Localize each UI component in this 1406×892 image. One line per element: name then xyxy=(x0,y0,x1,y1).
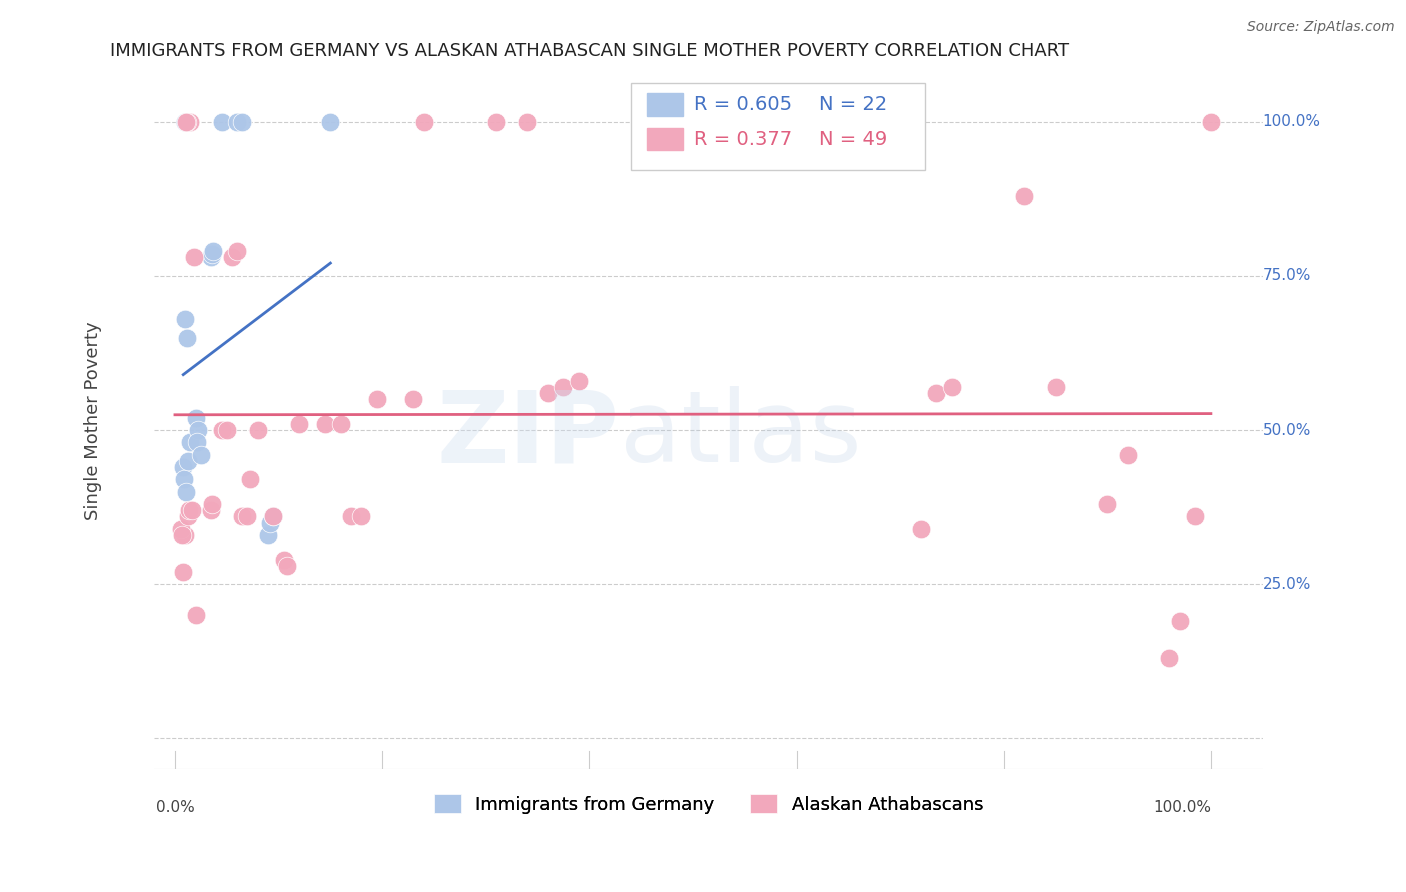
Point xyxy=(340,509,363,524)
Text: ZIP: ZIP xyxy=(437,386,620,483)
Point xyxy=(329,417,352,431)
Point xyxy=(176,330,198,344)
Point xyxy=(190,448,212,462)
FancyBboxPatch shape xyxy=(648,128,683,151)
Text: R = 0.605: R = 0.605 xyxy=(695,95,792,114)
Point xyxy=(1199,114,1222,128)
Point xyxy=(276,558,298,573)
Point xyxy=(412,114,434,128)
Point xyxy=(221,251,243,265)
Point xyxy=(1184,509,1206,524)
Point xyxy=(172,565,194,579)
Point xyxy=(568,374,591,388)
Point xyxy=(1159,651,1181,665)
Legend: Immigrants from Germany, Alaskan Athabascans: Immigrants from Germany, Alaskan Athabas… xyxy=(425,786,993,822)
Point xyxy=(177,509,200,524)
Point xyxy=(273,552,295,566)
Point xyxy=(179,503,201,517)
Text: N = 22: N = 22 xyxy=(820,95,887,114)
Point xyxy=(184,410,207,425)
Point xyxy=(186,435,208,450)
Point xyxy=(910,522,932,536)
Point xyxy=(236,509,259,524)
Text: atlas: atlas xyxy=(620,386,862,483)
Point xyxy=(226,114,249,128)
Point xyxy=(179,114,201,128)
Point xyxy=(172,460,194,475)
Point xyxy=(179,435,201,450)
Point xyxy=(180,503,202,517)
Point xyxy=(1116,448,1139,462)
Point xyxy=(350,509,373,524)
Text: Single Mother Poverty: Single Mother Poverty xyxy=(84,321,103,520)
Point xyxy=(172,528,194,542)
Point xyxy=(215,423,238,437)
Text: R = 0.377: R = 0.377 xyxy=(695,130,792,149)
Point xyxy=(226,244,249,259)
Point xyxy=(246,423,269,437)
Text: 100.0%: 100.0% xyxy=(1263,114,1320,129)
Text: 50.0%: 50.0% xyxy=(1263,423,1310,438)
Point xyxy=(262,509,284,524)
Point xyxy=(537,386,560,401)
Point xyxy=(485,114,508,128)
Point xyxy=(183,251,205,265)
Point xyxy=(176,484,198,499)
Text: 0.0%: 0.0% xyxy=(156,800,194,815)
Text: Source: ZipAtlas.com: Source: ZipAtlas.com xyxy=(1247,20,1395,34)
Point xyxy=(516,114,538,128)
Point xyxy=(211,114,233,128)
Point xyxy=(173,472,195,486)
Text: N = 49: N = 49 xyxy=(820,130,887,149)
Point xyxy=(319,114,342,128)
Point xyxy=(211,423,233,437)
Point xyxy=(941,380,963,394)
Point xyxy=(201,497,224,511)
Point xyxy=(259,516,281,530)
Point xyxy=(231,114,253,128)
Point xyxy=(1097,497,1119,511)
Point xyxy=(200,503,222,517)
Point xyxy=(366,392,388,407)
Point xyxy=(174,312,197,326)
Text: 75.0%: 75.0% xyxy=(1263,268,1310,284)
Point xyxy=(231,509,253,524)
Point xyxy=(174,528,197,542)
Point xyxy=(1014,188,1036,202)
Point xyxy=(174,114,197,128)
Text: IMMIGRANTS FROM GERMANY VS ALASKAN ATHABASCAN SINGLE MOTHER POVERTY CORRELATION : IMMIGRANTS FROM GERMANY VS ALASKAN ATHAB… xyxy=(110,42,1069,60)
Point xyxy=(170,522,193,536)
Point xyxy=(402,392,425,407)
Point xyxy=(202,244,225,259)
Point xyxy=(200,251,222,265)
Point xyxy=(257,528,280,542)
Point xyxy=(201,247,224,261)
Point xyxy=(176,114,198,128)
Point xyxy=(553,380,575,394)
Point xyxy=(187,423,209,437)
Text: 25.0%: 25.0% xyxy=(1263,577,1310,591)
Point xyxy=(238,472,260,486)
Point xyxy=(314,417,336,431)
Point xyxy=(176,114,198,128)
Point xyxy=(177,454,200,468)
Point xyxy=(1045,380,1067,394)
Point xyxy=(184,607,207,622)
Text: 100.0%: 100.0% xyxy=(1153,800,1211,815)
Point xyxy=(925,386,948,401)
FancyBboxPatch shape xyxy=(648,94,683,116)
FancyBboxPatch shape xyxy=(631,83,925,170)
Point xyxy=(1168,614,1191,628)
Point xyxy=(288,417,311,431)
Point xyxy=(262,509,284,524)
